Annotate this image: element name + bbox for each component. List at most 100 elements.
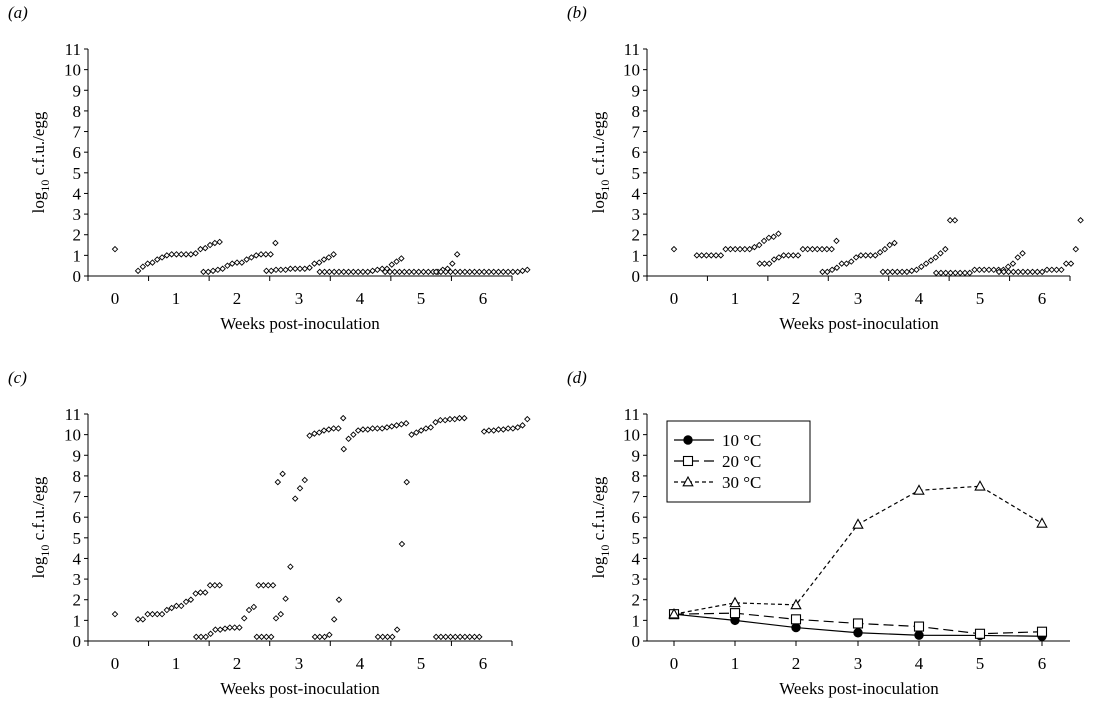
y-tick-label: 8 (73, 467, 82, 486)
data-point (828, 245, 835, 253)
y-tick-label: 6 (632, 143, 641, 162)
data-point (197, 633, 205, 641)
y-axis-title: log10 c.f.u./egg (589, 476, 612, 578)
data-point (420, 268, 427, 276)
data-point (345, 435, 352, 443)
data-point (809, 245, 816, 253)
data-point (403, 478, 410, 486)
y-tick-label: 0 (632, 632, 641, 651)
data-point (867, 252, 874, 259)
y-tick-label: 11 (65, 40, 81, 59)
data-point (253, 633, 261, 641)
data-point (359, 268, 367, 276)
data-point (790, 252, 797, 259)
data-point (383, 424, 391, 431)
data-point (1034, 268, 1041, 276)
panel-label: (c) (8, 368, 27, 387)
data-point (1038, 268, 1046, 276)
y-tick-label: 3 (73, 205, 82, 224)
data-point (1072, 245, 1080, 253)
data-point (279, 470, 286, 478)
y-tick-label: 8 (632, 102, 641, 121)
data-point (111, 245, 119, 253)
x-tick-label: 4 (915, 289, 924, 308)
data-point (838, 260, 845, 267)
data-point (442, 268, 449, 276)
data-point (1053, 266, 1060, 274)
data-point (381, 268, 389, 276)
x-tick-label: 5 (417, 654, 426, 673)
data-point (204, 268, 212, 276)
data-point (490, 268, 497, 276)
data-point (770, 256, 778, 263)
marker-triangle (682, 475, 694, 487)
y-tick-label: 10 (623, 426, 640, 445)
data-point (947, 269, 954, 277)
y-tick-label: 1 (632, 246, 641, 265)
data-point (1024, 268, 1032, 276)
data-point (354, 268, 362, 276)
data-point (369, 425, 376, 432)
data-point (447, 268, 454, 276)
data-point (216, 238, 223, 246)
y-tick-label: 4 (632, 549, 641, 568)
data-point (437, 416, 444, 424)
marker-triangle (668, 608, 680, 619)
data-point (432, 268, 440, 276)
data-point (452, 633, 459, 641)
data-point (269, 582, 277, 589)
data-point (471, 268, 478, 276)
data-point (437, 268, 445, 276)
data-point (476, 268, 483, 276)
y-tick-label: 11 (624, 40, 640, 59)
data-point (340, 445, 348, 453)
y-tick-label: 0 (73, 267, 82, 286)
data-point (794, 252, 802, 259)
y-tick-label: 8 (73, 102, 82, 121)
data-point (250, 603, 258, 611)
data-point (211, 582, 219, 589)
marker-square (913, 621, 925, 632)
data-point (335, 425, 342, 432)
data-point (872, 252, 879, 259)
data-point (321, 633, 328, 641)
data-point (785, 252, 792, 259)
data-point (442, 633, 449, 641)
data-point (894, 268, 901, 276)
y-tick-label: 11 (65, 405, 81, 424)
data-point (956, 269, 964, 277)
y-axis-title: log10 c.f.u./egg (589, 111, 612, 213)
marker-circle (683, 435, 693, 445)
data-point (490, 427, 497, 434)
x-tick-label: 5 (417, 289, 426, 308)
data-point (452, 268, 459, 276)
y-tick-label: 2 (73, 591, 82, 610)
data-point (158, 610, 166, 618)
y-tick-label: 1 (73, 246, 82, 265)
data-point (202, 589, 209, 596)
x-tick-label: 6 (479, 654, 488, 673)
data-point (401, 268, 408, 276)
data-point (698, 252, 705, 259)
data-point (946, 217, 954, 224)
data-point (504, 268, 512, 276)
data-point (263, 633, 270, 641)
data-point (257, 251, 265, 258)
data-point (980, 266, 988, 274)
data-point (456, 268, 464, 276)
data-point (804, 245, 811, 253)
data-point (476, 633, 483, 641)
data-point (287, 563, 294, 570)
data-point (272, 615, 280, 622)
marker-circle (853, 628, 863, 638)
data-point (879, 268, 887, 276)
data-point (192, 633, 200, 641)
data-point (359, 426, 367, 433)
y-tick-label: 6 (73, 508, 82, 527)
data-point (301, 476, 309, 484)
data-point (766, 260, 773, 267)
data-point (398, 421, 405, 428)
data-point (857, 252, 865, 259)
data-point (260, 582, 267, 589)
